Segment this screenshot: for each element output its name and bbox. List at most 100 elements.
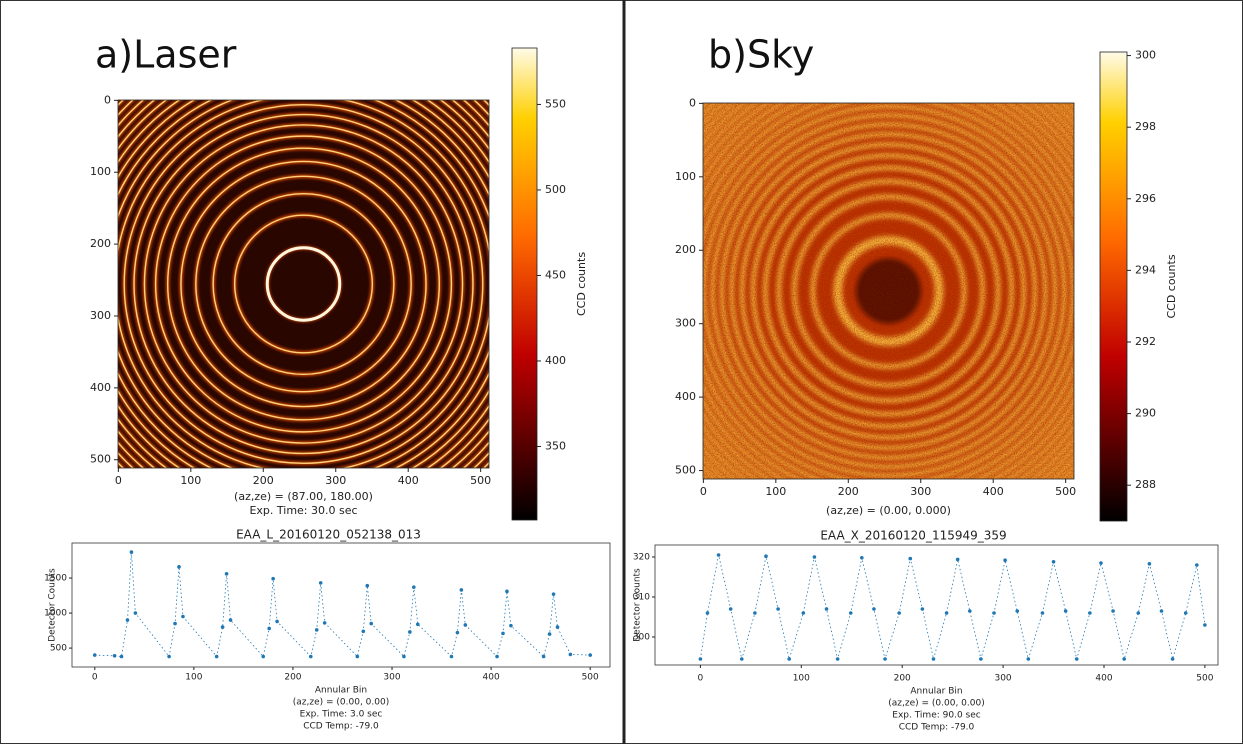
y-tick-label: 300 <box>633 633 650 643</box>
y-tick-label: 300 <box>675 317 696 330</box>
data-point <box>365 583 370 588</box>
data-point <box>716 553 721 557</box>
subtitle: EAA_X_20160120_115949_359 <box>820 529 1006 543</box>
colorbar-tick-label: 288 <box>1135 478 1156 491</box>
y-tick-label: 500 <box>50 644 67 654</box>
data-point <box>812 555 817 559</box>
data-point <box>119 654 124 659</box>
data-point <box>551 592 556 596</box>
x-tick-label: 300 <box>383 673 400 683</box>
data-point <box>1203 623 1207 627</box>
data-point <box>181 614 185 619</box>
x-tick-label: 400 <box>483 673 500 683</box>
x-tick-label: 100 <box>793 674 810 684</box>
ring <box>133 113 474 455</box>
annotation: Exp. Time: 90.0 sec <box>892 711 980 721</box>
data-point <box>1195 563 1199 567</box>
data-point <box>1015 609 1020 613</box>
annotation: CCD Temp: -79.0 <box>899 723 975 733</box>
ring <box>233 214 374 354</box>
profile-line <box>700 554 1206 661</box>
data-point <box>224 572 229 576</box>
x-tick-label: 200 <box>838 485 859 498</box>
image-frame <box>117 99 490 469</box>
colorbar <box>1099 51 1128 522</box>
data-point <box>415 622 420 627</box>
x-tick-label: 400 <box>1095 674 1112 684</box>
annotation: Exp. Time: 3.0 sec <box>300 710 383 720</box>
y-tick-label: 320 <box>633 553 650 563</box>
panel-title: b)Sky <box>708 33 814 77</box>
data-point <box>509 623 513 628</box>
ring <box>166 147 441 421</box>
x-tick-label: 500 <box>582 673 599 683</box>
data-point <box>1088 611 1092 615</box>
colorbar-tick-label: 300 <box>1135 49 1156 62</box>
data-point <box>1099 561 1103 565</box>
colorbar-tick-label: 292 <box>1135 335 1156 348</box>
data-point <box>588 653 592 657</box>
data-point <box>992 611 996 615</box>
x-tick-label: 100 <box>765 485 786 498</box>
data-point <box>698 657 703 661</box>
data-point <box>753 611 757 615</box>
data-point <box>271 576 275 581</box>
colorbar-label: CCD counts <box>575 252 588 316</box>
x-axis-label: Annular Bin <box>910 687 962 697</box>
x-tick-label: 400 <box>983 485 1004 498</box>
colorbar-tick-label: 450 <box>545 268 566 281</box>
data-point <box>505 589 509 594</box>
y-tick-label: 100 <box>675 170 696 183</box>
x-tick-label: 0 <box>698 674 704 684</box>
data-point <box>787 657 791 661</box>
colorbar-tick-label: 500 <box>545 183 566 196</box>
annotation: Exp. Time: 30.0 sec <box>249 504 357 517</box>
data-point <box>908 556 913 561</box>
plot-frame <box>71 542 611 668</box>
data-point <box>955 557 960 562</box>
data-point <box>801 611 806 615</box>
panel-title: a)Laser <box>95 33 237 77</box>
data-point <box>764 554 768 558</box>
data-point <box>463 623 468 627</box>
data-point <box>495 654 499 659</box>
subtitle: EAA_L_20160120_052138_013 <box>236 528 421 542</box>
colorbar-tick-label: 550 <box>545 97 566 110</box>
data-point <box>860 556 864 560</box>
data-point <box>897 611 901 615</box>
data-point <box>1074 657 1079 661</box>
data-point <box>412 585 416 589</box>
data-point <box>449 654 454 659</box>
y-tick-label: 200 <box>675 243 696 256</box>
x-tick-label: 200 <box>253 474 274 487</box>
image <box>703 103 1074 479</box>
colorbar-tick-label: 296 <box>1135 192 1156 205</box>
y-tick-label: 300 <box>90 309 111 322</box>
data-point <box>133 611 138 615</box>
data-point <box>1183 611 1188 615</box>
data-point <box>1170 657 1175 661</box>
x-tick-label: 200 <box>894 674 911 684</box>
x-tick-label: 400 <box>398 474 419 487</box>
data-point <box>173 621 177 626</box>
data-point <box>967 609 972 613</box>
data-point <box>361 629 366 634</box>
x-axis-label: Annular Bin <box>315 686 367 696</box>
ring <box>123 104 484 464</box>
colorbar <box>511 47 538 521</box>
data-point <box>1159 609 1164 613</box>
data-point <box>167 654 171 659</box>
y-tick-label: 0 <box>104 93 111 106</box>
colorbar-tick-label: 298 <box>1135 120 1156 133</box>
data-point <box>267 626 271 631</box>
annotation: (az,ze) = (0.00, 0.00) <box>888 699 984 709</box>
data-point <box>1111 609 1115 613</box>
x-tick-label: 300 <box>994 674 1011 684</box>
data-point <box>501 631 505 636</box>
data-point <box>920 607 925 611</box>
x-tick-label: 0 <box>700 485 707 498</box>
x-tick-label: 500 <box>1196 674 1213 684</box>
ring <box>195 175 412 393</box>
data-point <box>1136 611 1141 615</box>
